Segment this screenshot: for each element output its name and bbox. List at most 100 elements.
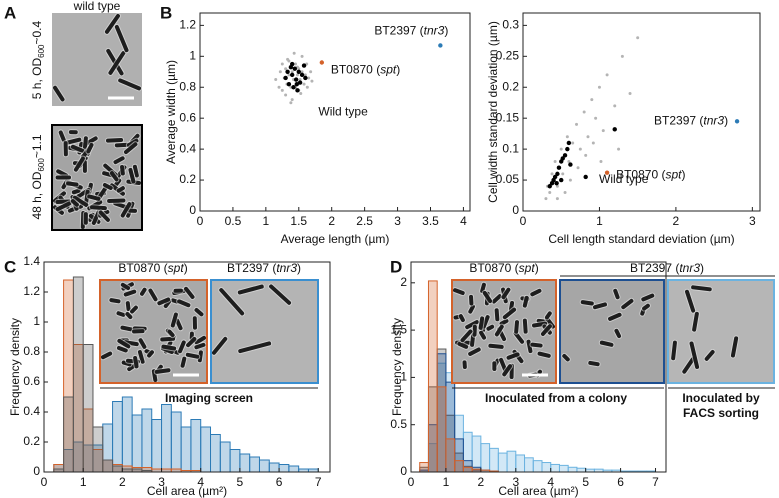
point <box>567 160 571 163</box>
point <box>565 135 569 139</box>
cell <box>120 325 134 332</box>
point <box>299 72 305 78</box>
point <box>561 172 565 176</box>
point <box>583 174 588 180</box>
point <box>309 70 313 74</box>
cell <box>522 318 528 334</box>
cell <box>104 14 120 34</box>
hist-bar <box>63 396 74 473</box>
y-tick-label: 0 <box>512 203 519 217</box>
label-part: BT0870 ( <box>331 63 380 77</box>
cell <box>237 284 264 295</box>
inset-caption: FACS sorting <box>683 406 759 420</box>
hist-bar <box>239 453 251 473</box>
cell <box>109 298 121 304</box>
x-axis-label: Average length (µm) <box>281 232 390 246</box>
point <box>300 54 304 58</box>
inset-label: BT2397 (tnr3) <box>227 261 301 275</box>
x-tick-label: 0 <box>408 475 415 489</box>
cell <box>480 282 486 293</box>
cell <box>491 294 502 304</box>
point <box>319 60 325 65</box>
label-part: 600 <box>37 158 46 172</box>
label-part: 5 h, OD <box>30 58 44 100</box>
hist-bar <box>454 460 464 473</box>
point <box>601 129 605 133</box>
x-tick-label: 0 <box>41 475 48 489</box>
hist-bar <box>268 462 280 473</box>
x-tick-label: 4 <box>547 475 554 489</box>
point <box>293 62 297 66</box>
cell <box>148 288 158 302</box>
point <box>553 160 557 163</box>
cell <box>592 302 607 310</box>
y-tick-label: 0.4 <box>23 404 40 418</box>
cell <box>70 144 85 153</box>
cell <box>120 164 125 176</box>
label-part: BT0870 ( <box>469 261 518 275</box>
label-part: ) <box>444 24 448 38</box>
axes-box <box>199 12 471 212</box>
cell <box>506 352 520 360</box>
label-part: ) <box>700 261 704 275</box>
point <box>548 190 552 194</box>
x-axis-label: Cell length standard deviation (µm) <box>548 232 734 246</box>
micrograph-border <box>210 279 319 384</box>
label-part: tnr3 <box>703 113 724 127</box>
x-tick-label: 3 <box>512 475 519 489</box>
point <box>286 81 292 87</box>
cell <box>499 318 509 326</box>
x-tick-label: 4 <box>197 475 204 489</box>
point <box>555 197 559 201</box>
cell <box>157 297 171 306</box>
y-tick-label: 0.4 <box>179 141 196 155</box>
cell <box>540 324 552 336</box>
cell <box>526 339 533 354</box>
label-part: ~1.1 <box>30 134 44 158</box>
annotation: Wild type <box>599 172 649 186</box>
point <box>289 61 295 67</box>
x-tick-label: 6 <box>276 475 283 489</box>
cell <box>116 311 126 317</box>
y-tick-label: 0.05 <box>496 172 520 186</box>
cell <box>58 130 66 142</box>
label-part: BT0870 ( <box>616 168 665 182</box>
hist-bar <box>121 396 133 473</box>
cell <box>613 288 620 300</box>
hist-bar <box>497 452 508 473</box>
x-tick-label: 1 <box>443 475 450 489</box>
cell <box>486 324 495 331</box>
cell <box>161 344 177 351</box>
label-part: ) <box>724 113 728 127</box>
label-part: Wild type <box>318 105 368 119</box>
x-tick-label: 2 <box>673 214 680 228</box>
label-part: 600 <box>37 44 46 58</box>
hist-bar <box>112 465 123 473</box>
cell <box>621 298 634 310</box>
cell <box>125 312 133 320</box>
hist-bar <box>480 443 491 473</box>
annotation: BT0870 (spt) <box>616 168 685 182</box>
x-tick-label: 1 <box>596 214 603 228</box>
micrograph <box>52 13 142 106</box>
y-tick-label: 0.2 <box>23 434 40 448</box>
y-tick-label: 1.5 <box>390 322 407 336</box>
point <box>292 51 296 55</box>
cell <box>123 289 137 297</box>
point <box>295 73 299 77</box>
cell <box>130 305 138 314</box>
hist-bar <box>151 419 163 473</box>
cell <box>170 312 178 328</box>
cell <box>685 289 696 313</box>
cell <box>101 351 113 360</box>
cell <box>71 188 81 195</box>
label-part: BT2397 ( <box>630 261 679 275</box>
cell <box>682 357 695 374</box>
point <box>604 170 610 175</box>
y-tick-label: 0.6 <box>179 110 196 124</box>
point <box>307 76 311 80</box>
point <box>289 72 295 78</box>
cell <box>465 320 479 330</box>
cell <box>458 314 465 323</box>
